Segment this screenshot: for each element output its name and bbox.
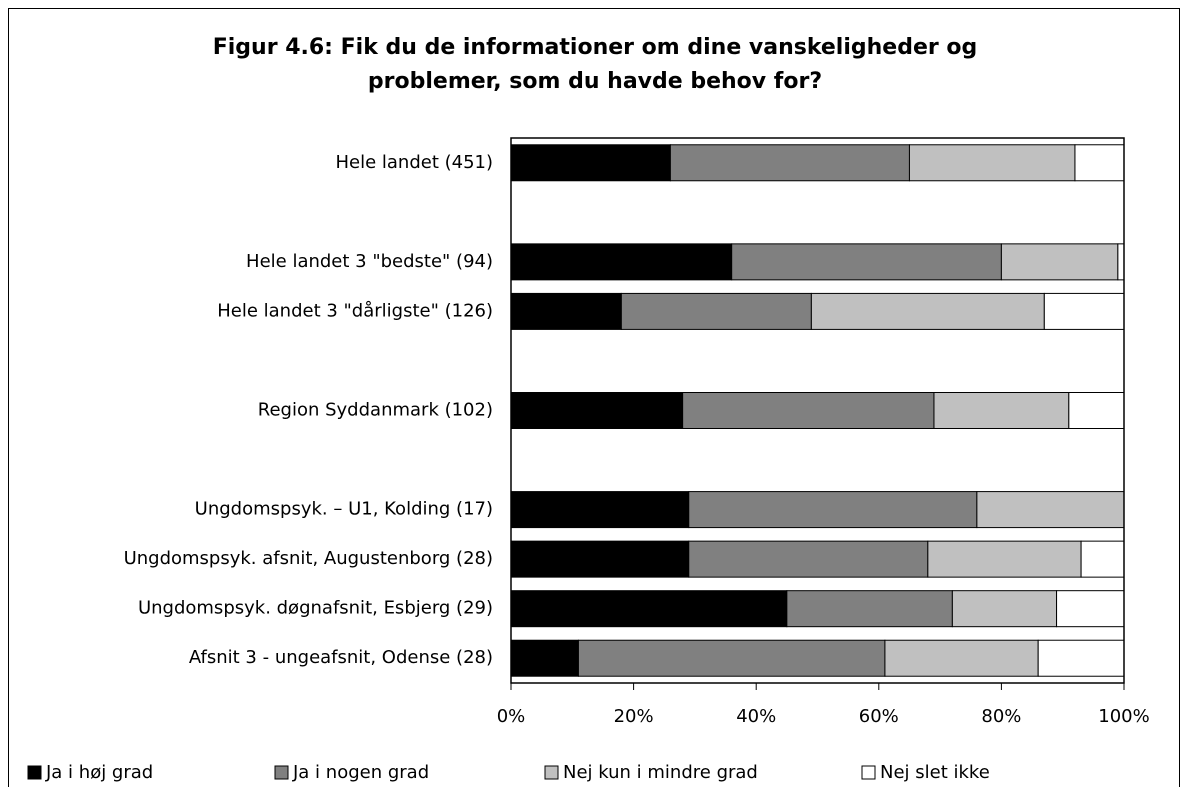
bar-segment xyxy=(620,292,812,330)
x-tick-label: 80% xyxy=(981,706,1021,727)
y-tick-label: Afsnit 3 - ungeafsnit, Odense (28) xyxy=(189,647,493,668)
y-tick-label: Ungdomspsyk. døgnafsnit, Esbjerg (29) xyxy=(138,598,493,619)
bar-segment xyxy=(688,540,929,578)
legend-swatch xyxy=(544,765,559,780)
y-tick-label: Ungdomspsyk. afsnit, Augustenborg (28) xyxy=(124,548,493,569)
bar-segment xyxy=(1068,392,1125,429)
legend-label: Nej slet ikke xyxy=(880,762,990,783)
x-tick-label: 20% xyxy=(614,706,654,727)
bar-segment xyxy=(510,243,733,281)
y-tick-label: Hele landet 3 "bedste" (94) xyxy=(246,251,493,272)
bar-segment xyxy=(908,144,1076,182)
bar-segment xyxy=(1117,243,1125,281)
x-tick-label: 0% xyxy=(497,706,526,727)
bar-segment xyxy=(510,540,690,578)
y-tick-label: Hele landet 3 "dårligste" (126) xyxy=(217,300,493,321)
plot-frame xyxy=(510,137,1125,684)
x-tick-label: 40% xyxy=(736,706,776,727)
bar-segment xyxy=(682,392,935,429)
bar-segment xyxy=(1074,144,1125,182)
bar-segment xyxy=(688,491,978,529)
bar-segment xyxy=(1056,590,1125,628)
y-tick-label: Ungdomspsyk. – U1, Kolding (17) xyxy=(195,499,493,520)
legend-swatch xyxy=(27,765,42,780)
bar-segment xyxy=(884,639,1039,677)
bar-segment xyxy=(1043,292,1125,330)
x-tick-label: 100% xyxy=(1098,706,1149,727)
bar-segment xyxy=(951,590,1058,628)
x-tick-label: 60% xyxy=(859,706,899,727)
bar-segment xyxy=(1080,540,1125,578)
bar-segment xyxy=(810,292,1045,330)
bar-segment xyxy=(510,392,684,429)
bar-segment xyxy=(927,540,1082,578)
legend-swatch xyxy=(861,765,876,780)
bar-segment xyxy=(976,491,1125,529)
bar-segment xyxy=(510,491,690,529)
legend-swatch xyxy=(274,765,289,780)
y-tick-label: Region Syddanmark (102) xyxy=(258,400,493,421)
bar-segment xyxy=(933,392,1070,429)
legend-label: Ja i nogen grad xyxy=(292,762,429,783)
bar-segment xyxy=(510,144,671,182)
chart-title: Figur 4.6: Fik du de informationer om di… xyxy=(213,35,978,94)
bar-segment xyxy=(786,590,953,628)
y-tick-label: Hele landet (451) xyxy=(335,152,493,173)
bar-segment xyxy=(731,243,1002,281)
bar-segment xyxy=(510,292,622,330)
legend-label: Nej kun i mindre grad xyxy=(563,762,758,783)
bar-segment xyxy=(669,144,910,182)
bar-segment xyxy=(510,639,579,677)
bar-segment xyxy=(1000,243,1119,281)
legend-label: Ja i høj grad xyxy=(45,762,153,783)
bar-segment xyxy=(1037,639,1125,677)
bar-segment xyxy=(577,639,886,677)
chart-frame xyxy=(8,8,1180,787)
bar-segment xyxy=(510,590,788,628)
